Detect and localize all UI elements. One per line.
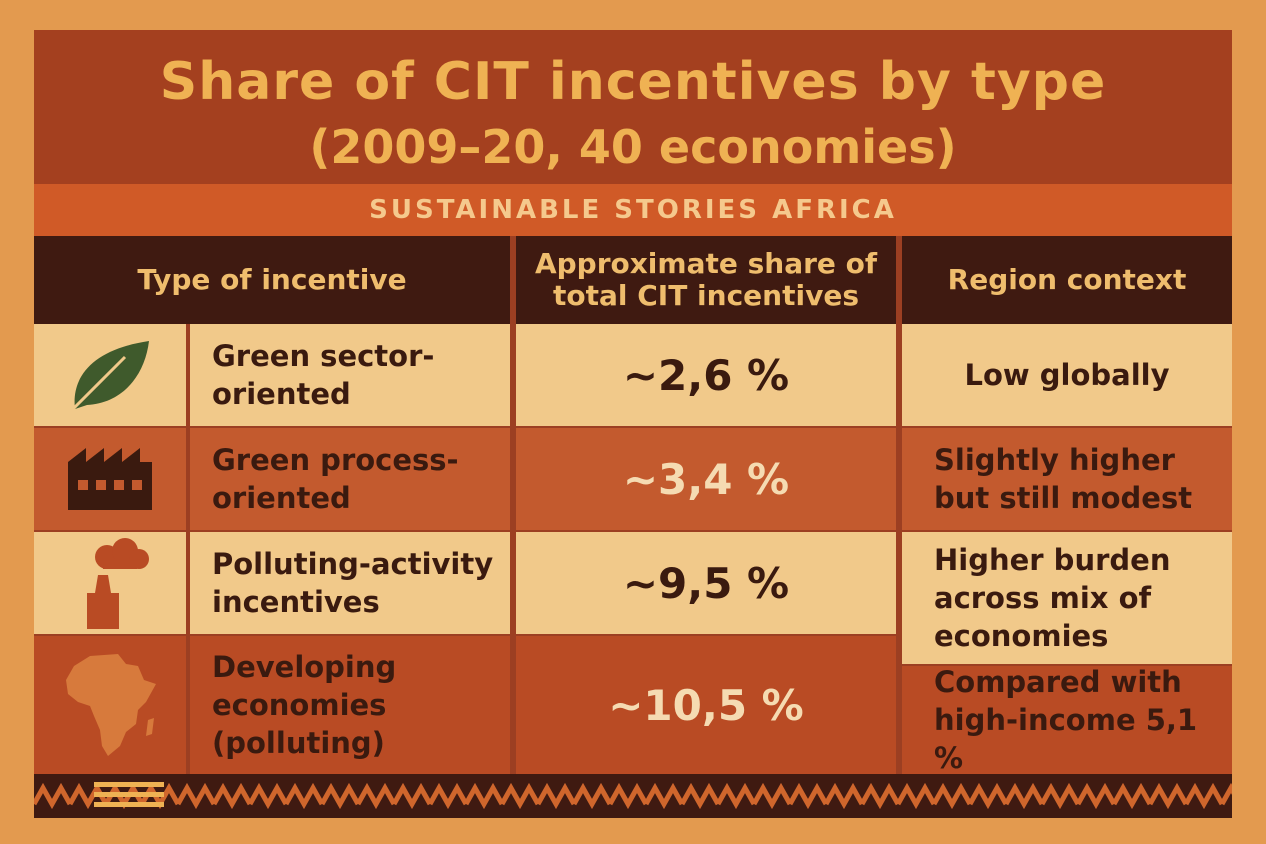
row-3-label-line-1: Polluting-activity: [212, 547, 494, 581]
row-1-label-line-2: oriented: [212, 377, 351, 411]
row-2-context-line-1: Slightly higher: [934, 443, 1175, 477]
africa-map-icon: [66, 654, 156, 756]
row-4-label: Developing economies (polluting): [190, 636, 510, 774]
brand-label: SUSTAINABLE STORIES AFRICA: [369, 195, 897, 225]
infographic-frame: Share of CIT incentives by type (2009–20…: [34, 30, 1232, 818]
row-3-label-line-2: incentives: [212, 585, 380, 619]
row-4-value: ~10,5 %: [516, 636, 896, 774]
row-2-label-line-2: oriented: [212, 481, 351, 515]
row-3-context-line-2: across mix of: [934, 581, 1152, 615]
smokestack-icon: [87, 538, 149, 629]
row-3-label: Polluting-activity incentives: [190, 532, 510, 634]
row-3-context: Higher burden across mix of economies: [902, 532, 1232, 664]
row-1-context: Low globally: [902, 324, 1232, 426]
row-3-context-line-1: Higher burden: [934, 543, 1171, 577]
row-2-context-line-2: but still modest: [934, 481, 1193, 515]
row-1-label-line-1: Green sector-: [212, 339, 435, 373]
row-4-context: Compared with high-income 5,1 %: [902, 665, 1232, 775]
decorative-border: [34, 774, 1232, 818]
row-2-context: Slightly higher but still modest: [902, 428, 1232, 530]
row-4-label-line-3: (polluting): [212, 726, 385, 760]
row-1-value: ~2,6 %: [516, 324, 896, 426]
brand-band: SUSTAINABLE STORIES AFRICA: [34, 184, 1232, 236]
row-1-label: Green sector-oriented: [190, 324, 510, 426]
row-4-context-line-1: Compared with: [934, 665, 1182, 699]
row-3-context-line-3: economies: [934, 619, 1109, 653]
row-3-icon-cell: [34, 532, 186, 634]
factory-icon: [68, 448, 152, 510]
row-1-icon-cell: [34, 324, 186, 426]
column-header-share: Approximate share of total CIT incentive…: [516, 236, 896, 324]
row-4-icon-cell: [34, 636, 186, 774]
column-header-region: Region context: [902, 236, 1232, 324]
row-4-context-line-2: high-income 5,1 %: [934, 703, 1198, 775]
leaf-icon: [67, 341, 149, 415]
row-2-icon-cell: [34, 428, 186, 530]
column-header-type: Type of incentive: [34, 236, 510, 324]
zigzag-pattern-icon: [34, 774, 1232, 818]
row-2-value: ~3,4 %: [516, 428, 896, 530]
chart-subtitle: (2009–20, 40 economies): [309, 120, 957, 174]
row-4-label-line-1: Developing: [212, 650, 397, 684]
row-2-label-line-1: Green process-: [212, 443, 459, 477]
row-4-label-line-2: economies: [212, 688, 387, 722]
row-2-label: Green process-oriented: [190, 428, 510, 530]
title-band: Share of CIT incentives by type (2009–20…: [34, 30, 1232, 184]
chart-title: Share of CIT incentives by type: [159, 52, 1107, 112]
row-3-value: ~9,5 %: [516, 532, 896, 634]
